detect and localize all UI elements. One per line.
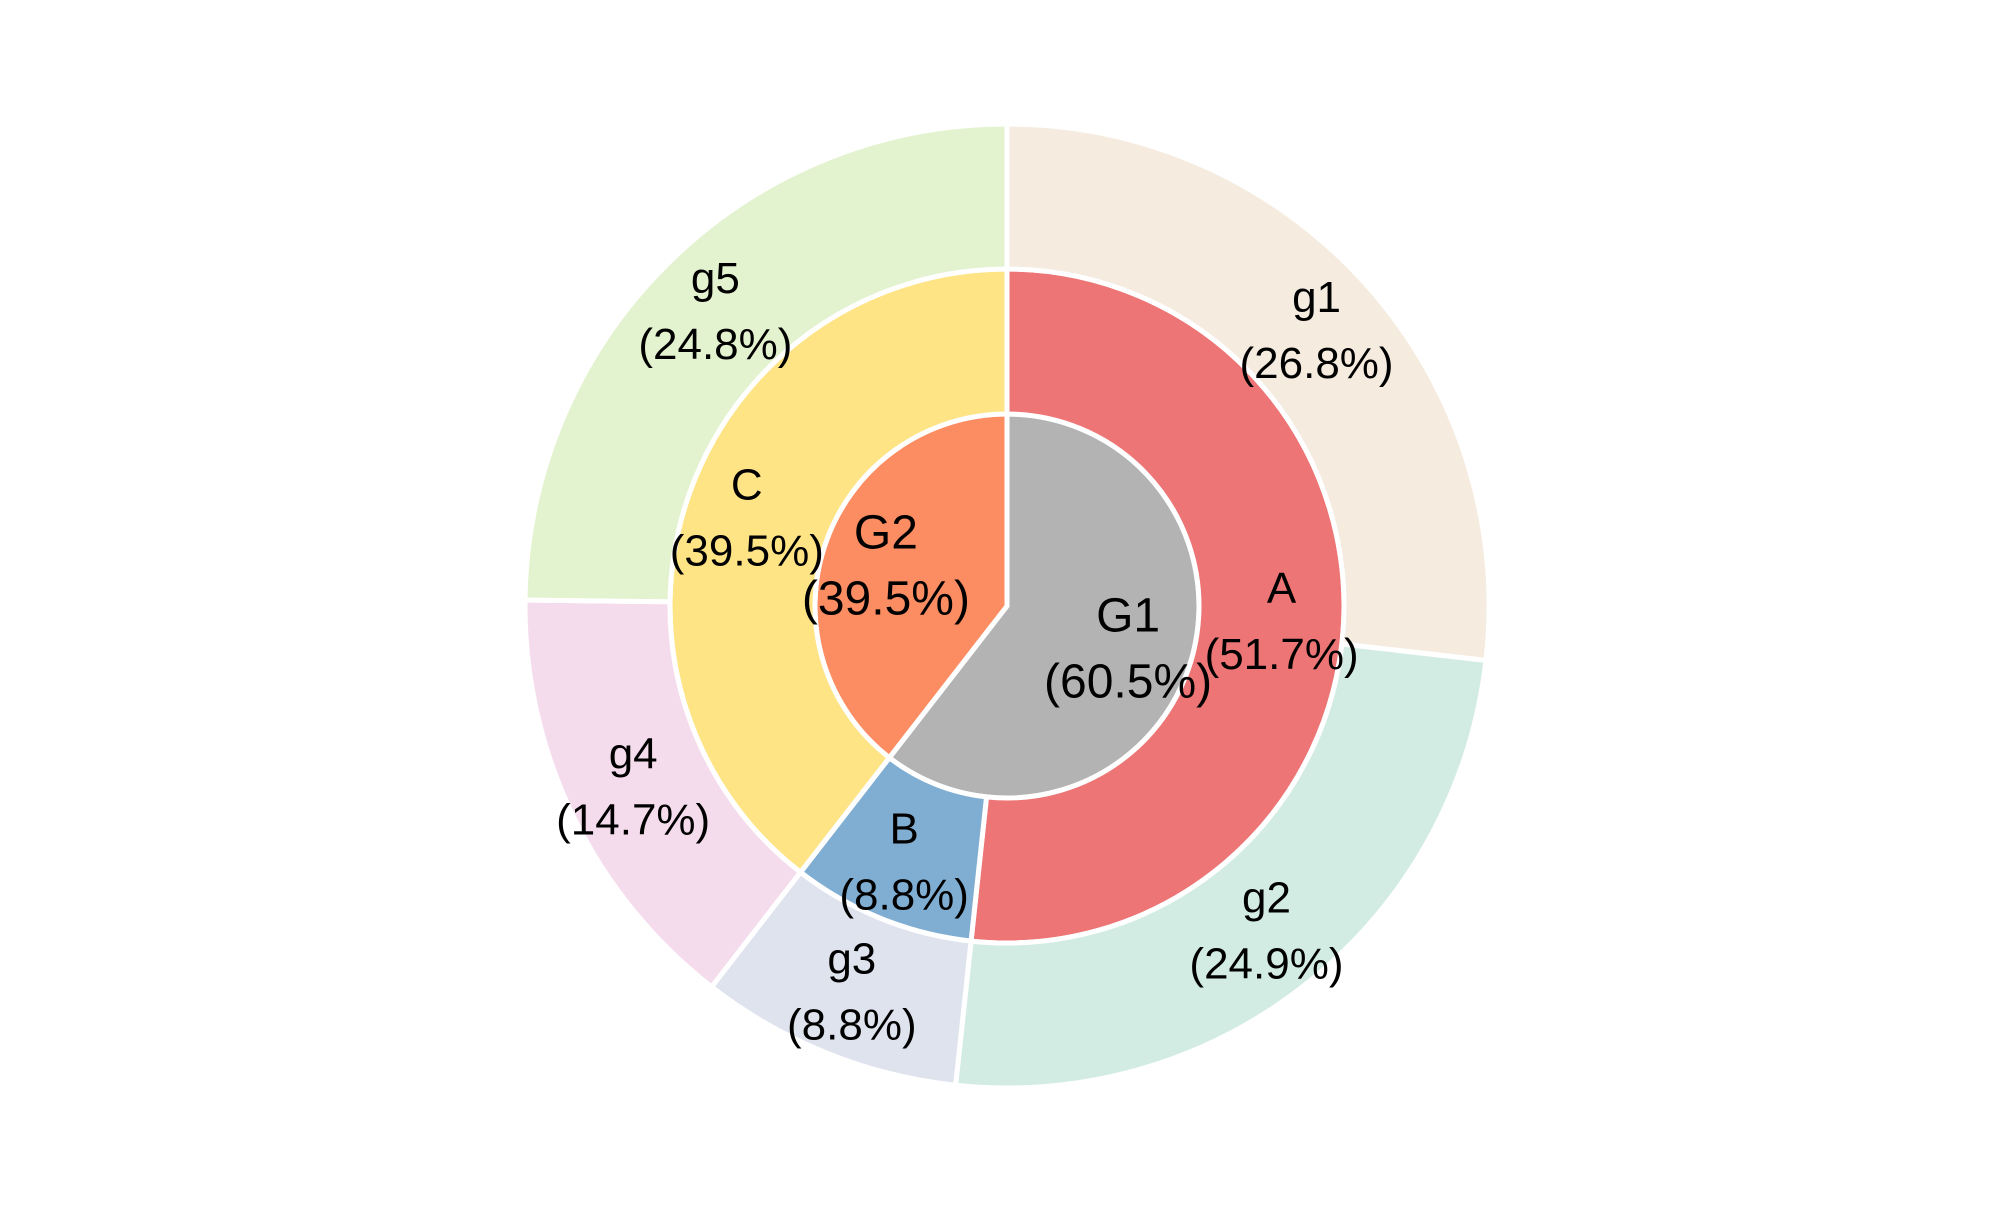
labels-layer: G1 (60.5%) G2 (39.5%) A (51.7%) B (8.8%) C (39.5%…: [556, 254, 1393, 1049]
slice-label-c: C: [731, 460, 763, 509]
slice-label-g1: G1: [1096, 589, 1160, 642]
slice-percent-g2: (24.9%): [1189, 939, 1343, 988]
slice-percent-g1: (26.8%): [1240, 339, 1394, 388]
slices-layer: [522, 121, 1492, 1091]
slice-percent-g3: (8.8%): [787, 1000, 917, 1049]
slice-label-b: B: [889, 804, 918, 853]
slice-label-g3: g3: [827, 934, 876, 983]
slice-label-a: A: [1267, 564, 1297, 613]
slice-percent-g1: (60.5%): [1044, 655, 1212, 708]
slice-g5: [522, 121, 1010, 605]
slice-percent-b: (8.8%): [839, 870, 969, 919]
slice-label-g2: G2: [854, 506, 918, 559]
slice-percent-g4: (14.7%): [556, 796, 710, 845]
slice-g1: [1004, 121, 1492, 663]
slice-percent-g5: (24.8%): [638, 320, 792, 369]
slice-percent-c: (39.5%): [670, 526, 824, 575]
slice-label-g5: g5: [691, 254, 740, 303]
slice-percent-a: (51.7%): [1205, 630, 1359, 679]
slice-label-g1: g1: [1292, 273, 1341, 322]
slice-percent-g2: (39.5%): [802, 572, 970, 625]
slice-label-g2: g2: [1242, 873, 1291, 922]
slice-g2: [953, 641, 1489, 1091]
slice-label-g4: g4: [609, 730, 658, 779]
